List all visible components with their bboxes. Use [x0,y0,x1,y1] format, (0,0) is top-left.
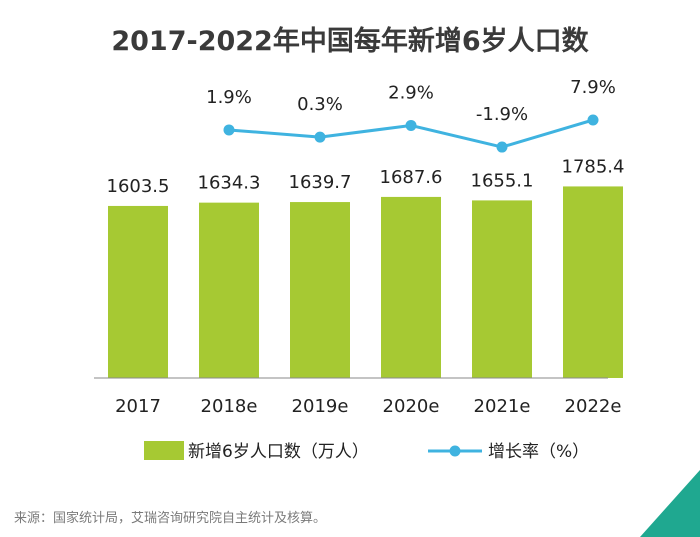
bar-value-label-2021e: 1655.1 [471,170,534,191]
bar-2021e [472,200,532,378]
growth-rate-point-2021e [496,141,508,153]
x-tick-label-2021e: 2021e [474,396,531,417]
x-tick-label-2020e: 2020e [383,396,440,417]
bar-value-label-2020e: 1687.6 [380,167,443,188]
x-tick-label-2017: 2017 [115,396,161,417]
legend-line-marker [449,445,461,457]
growth-rate-point-2018e [223,124,235,136]
bar-2019e [290,202,350,378]
bar-2020e [381,196,441,378]
corner-decoration [640,470,700,537]
growth-rate-label-2022e: 7.9% [570,77,616,98]
bar-2018e [199,202,259,378]
axis-layer: 2017 2018e 2019e 2020e 2021e 2022e [94,377,622,417]
legend: 新增6岁人口数（万人） 增长率（%） [144,441,589,462]
x-tick-label-2018e: 2018e [201,396,258,417]
growth-rate-point-2020e [405,119,417,131]
legend-bar-label: 新增6岁人口数（万人） [188,442,369,462]
legend-bar-swatch [144,441,184,460]
chart-title: 2017-2022年中国每年新增6岁人口数 [111,25,589,57]
x-tick-label-2022e: 2022e [565,396,622,417]
bar-value-label-2022e: 1785.4 [562,156,625,177]
bar-value-label-2018e: 1634.3 [198,173,261,194]
growth-rate-label-2018e: 1.9% [206,87,252,108]
growth-rate-label-2021e: -1.9% [476,104,528,125]
x-tick-label-2019e: 2019e [292,396,349,417]
growth-rate-point-2019e [314,131,326,143]
legend-line-label: 增长率（%） [488,442,589,462]
growth-rate-label-2020e: 2.9% [388,82,434,103]
line-layer: 1.9% 0.3% 2.9% -1.9% 7.9% [206,77,616,153]
growth-rate-point-2022e [587,114,599,126]
bars-layer: 1603.5 1634.3 1639.7 1687.6 1655.1 1785.4 [107,156,625,378]
source-note: 来源：国家统计局，艾瑞咨询研究院自主统计及核算。 [14,510,326,526]
growth-rate-label-2019e: 0.3% [297,94,343,115]
bar-value-label-2017: 1603.5 [107,176,170,197]
bar-2022e [563,186,623,378]
bar-value-label-2019e: 1639.7 [289,172,352,193]
bar-2017 [108,205,168,378]
